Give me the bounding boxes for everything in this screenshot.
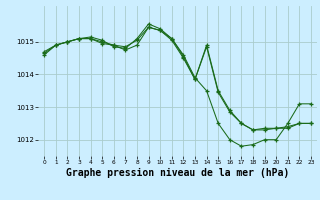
X-axis label: Graphe pression niveau de la mer (hPa): Graphe pression niveau de la mer (hPa) — [66, 168, 289, 178]
